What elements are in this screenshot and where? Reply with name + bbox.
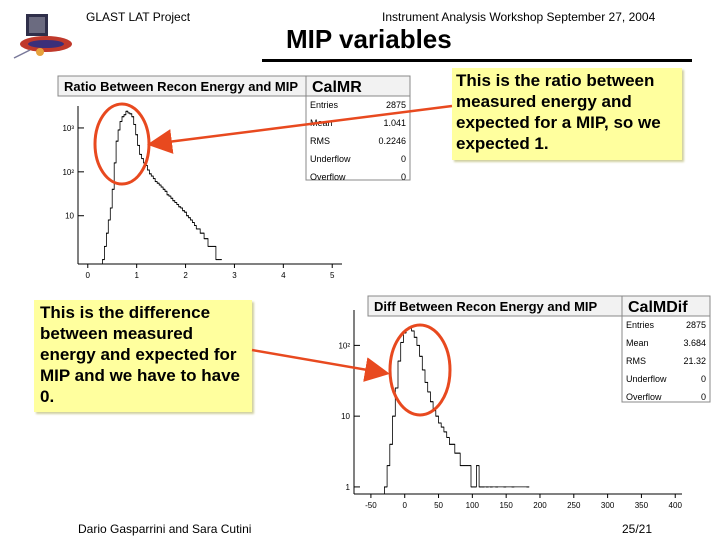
x-tick-label: 100 bbox=[466, 501, 480, 510]
x-tick-label: 300 bbox=[601, 501, 615, 510]
stats-value: 0.2246 bbox=[378, 136, 406, 146]
stats-label: RMS bbox=[626, 356, 646, 366]
x-tick-label: 5 bbox=[330, 271, 335, 280]
logo-detector-core bbox=[29, 17, 45, 33]
stats-label: Mean bbox=[626, 338, 649, 348]
y-tick-label: 1 bbox=[346, 483, 351, 492]
diff-callout: This is the difference between measured … bbox=[34, 300, 252, 412]
y-tick-label: 10³ bbox=[62, 124, 74, 133]
x-tick-label: 150 bbox=[499, 501, 513, 510]
stats-header bbox=[305, 75, 411, 97]
stats-value: 2875 bbox=[386, 100, 406, 110]
plot-title: Ratio Between Recon Energy and MIP bbox=[64, 79, 298, 94]
x-tick-label: 1 bbox=[134, 271, 139, 280]
x-tick-label: -50 bbox=[365, 501, 377, 510]
stats-name: CalMDif bbox=[628, 299, 688, 316]
x-tick-label: 400 bbox=[669, 501, 683, 510]
glast-logo bbox=[13, 14, 72, 59]
x-tick-label: 2 bbox=[183, 271, 188, 280]
stats-label: Underflow bbox=[310, 154, 351, 164]
plot-title: Diff Between Recon Energy and MIP bbox=[374, 299, 598, 314]
stats-label: Underflow bbox=[626, 374, 667, 384]
hist-outline bbox=[102, 110, 222, 264]
logo-dot bbox=[36, 48, 44, 56]
stats-value: 21.32 bbox=[683, 356, 706, 366]
page-number: 25/21 bbox=[622, 522, 653, 536]
y-tick-label: 10² bbox=[338, 341, 350, 350]
x-tick-label: 3 bbox=[232, 271, 237, 280]
hist-outline bbox=[384, 326, 530, 494]
y-tick-label: 10² bbox=[62, 168, 74, 177]
x-tick-label: 0 bbox=[402, 501, 407, 510]
logo-streak bbox=[13, 49, 31, 59]
stats-label: Entries bbox=[626, 320, 655, 330]
stats-label: Overflow bbox=[626, 392, 662, 402]
authors: Dario Gasparrini and Sara Cutini bbox=[78, 522, 252, 536]
workshop-label: Instrument Analysis Workshop September 2… bbox=[382, 10, 656, 24]
project-name: GLAST LAT Project bbox=[86, 10, 191, 24]
diff-arrow bbox=[251, 348, 390, 382]
ratio-peak-highlight bbox=[93, 102, 151, 186]
stats-label: Entries bbox=[310, 100, 339, 110]
stats-header bbox=[621, 295, 711, 317]
ratio-arrow bbox=[147, 104, 453, 154]
stats-value: 0 bbox=[401, 172, 406, 182]
stats-value: 0 bbox=[701, 374, 706, 384]
ratio-callout: This is the ratio between measured energ… bbox=[452, 68, 682, 160]
stats-label: Overflow bbox=[310, 172, 346, 182]
slide-title: MIP variables bbox=[286, 24, 452, 54]
stats-value: 0 bbox=[701, 392, 706, 402]
x-tick-label: 250 bbox=[567, 501, 581, 510]
logo-ring-inner bbox=[28, 40, 64, 48]
x-tick-label: 0 bbox=[86, 271, 91, 280]
title-rule bbox=[262, 59, 692, 62]
stats-value: 0 bbox=[401, 154, 406, 164]
stats-label: RMS bbox=[310, 136, 330, 146]
diff-peak-highlight bbox=[388, 323, 452, 417]
stats-value: 3.684 bbox=[683, 338, 706, 348]
y-tick-label: 10 bbox=[341, 412, 350, 421]
x-tick-label: 200 bbox=[533, 501, 547, 510]
stats-value: 2875 bbox=[686, 320, 706, 330]
x-tick-label: 50 bbox=[434, 501, 443, 510]
ratio-histogram: Ratio Between Recon Energy and MIP CalMR E… bbox=[34, 75, 411, 280]
x-tick-label: 4 bbox=[281, 271, 286, 280]
stats-name: CalMR bbox=[312, 79, 362, 96]
x-tick-label: 350 bbox=[635, 501, 649, 510]
stats-value: 1.041 bbox=[383, 118, 406, 128]
y-tick-label: 10 bbox=[65, 212, 74, 221]
